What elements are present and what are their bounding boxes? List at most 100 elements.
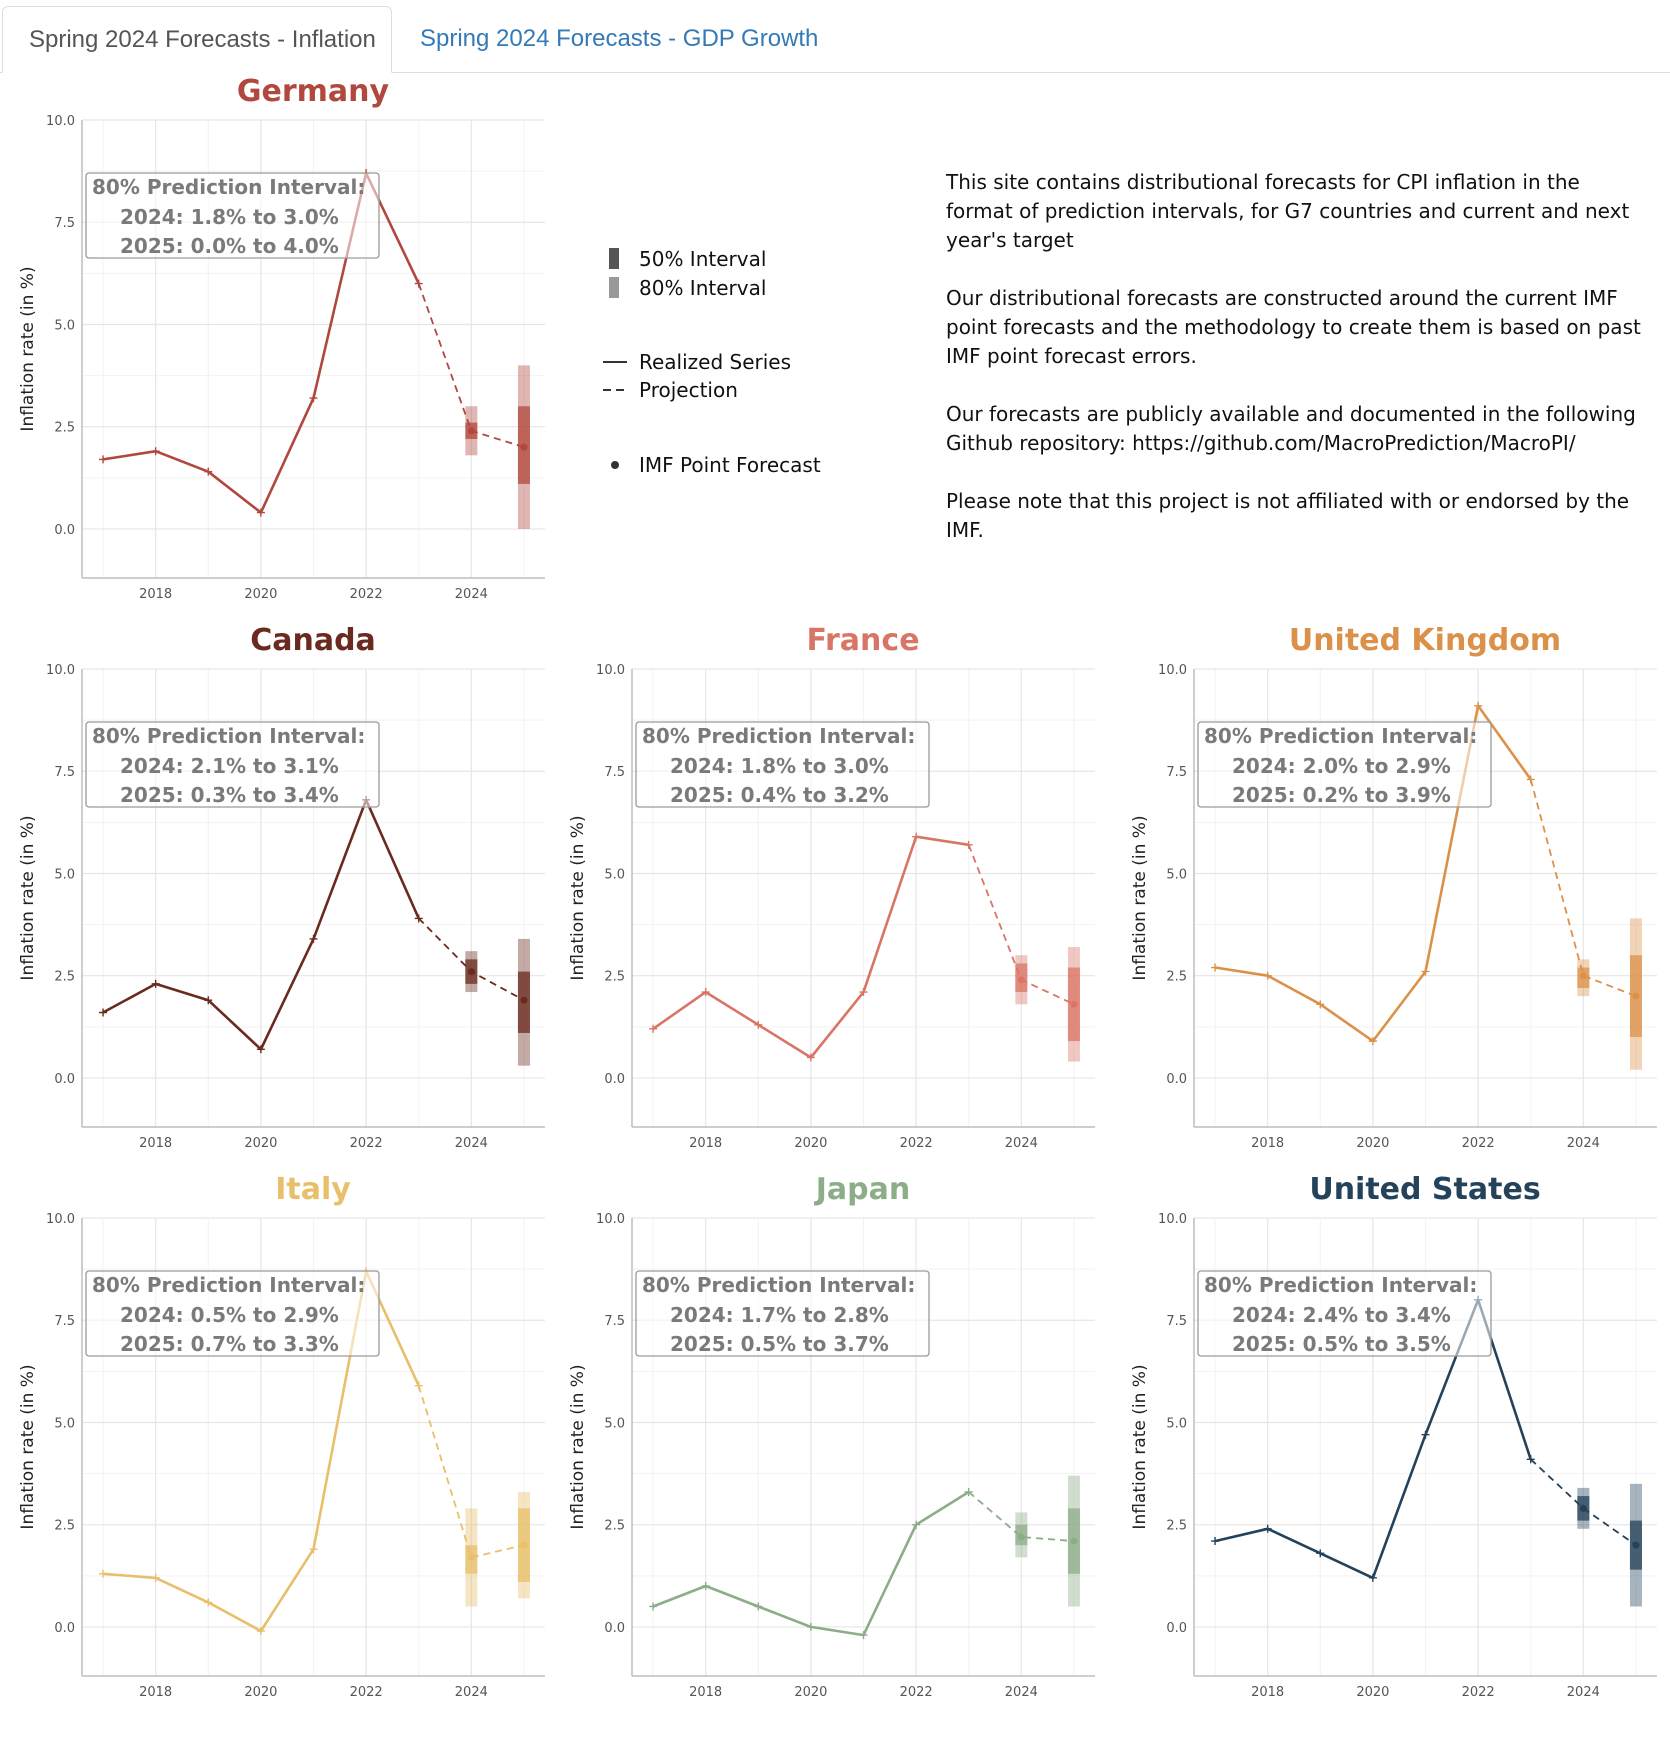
y-tick-label: 2.5 [54, 421, 75, 436]
x-tick-label: 2020 [244, 1685, 277, 1700]
realized-point [964, 1487, 973, 1496]
x-tick-label: 2022 [1462, 1685, 1495, 1700]
x-tick-label: 2018 [1251, 1685, 1284, 1700]
y-tick-label: 10.0 [46, 663, 75, 678]
x-tick-label: 2018 [1251, 1136, 1284, 1151]
x-tick-label: 2024 [455, 587, 488, 602]
chart-title: United Kingdom [1289, 623, 1561, 658]
x-tick-label: 2018 [689, 1136, 722, 1151]
realized-point [806, 1053, 815, 1062]
y-tick-label: 7.5 [1166, 1314, 1187, 1329]
realized-point [649, 1602, 658, 1611]
y-tick-label: 5.0 [1166, 1416, 1187, 1431]
realized-point [859, 988, 868, 997]
prediction-interval-line: 2024: 2.1% to 3.1% [120, 754, 339, 778]
chart-title: Japan [814, 1172, 910, 1207]
prediction-interval-line: 2025: 0.2% to 3.9% [1232, 783, 1451, 807]
info-panel: This site contains distributional foreca… [946, 168, 1646, 574]
x-tick-label: 2018 [139, 1685, 172, 1700]
x-tick-label: 2024 [1005, 1685, 1038, 1700]
chart-united-kingdom: United Kingdom 0.0 2.5 5.0 7.5 10.0 2018 2020 20… [1130, 623, 1657, 1151]
tab-inflation[interactable]: Spring 2024 Forecasts - Inflation [2, 6, 392, 73]
legend-swatch-50 [609, 248, 619, 269]
y-tick-label: 2.5 [1166, 1519, 1187, 1534]
x-tick-label: 2022 [350, 1685, 383, 1700]
y-tick-label: 10.0 [1158, 1212, 1187, 1227]
prediction-interval-box [635, 1270, 930, 1357]
y-tick-label: 7.5 [54, 1314, 75, 1329]
realized-point [1316, 1549, 1325, 1558]
prediction-interval-line: 2024: 2.0% to 2.9% [1232, 754, 1451, 778]
realized-point [859, 1631, 868, 1640]
y-tick-label: 7.5 [604, 765, 625, 780]
y-tick-label: 0.0 [1166, 1072, 1187, 1087]
realized-point [151, 1573, 160, 1582]
x-tick-label: 2024 [1005, 1136, 1038, 1151]
y-tick-label: 5.0 [1166, 867, 1187, 882]
y-tick-label: 0.0 [54, 1621, 75, 1636]
imf-point-forecast [520, 996, 528, 1004]
prediction-interval-title: 80% Prediction Interval: [92, 175, 365, 199]
y-tick-label: 2.5 [54, 970, 75, 985]
imf-point-forecast [467, 1553, 475, 1561]
info-paragraph-2: Our distributional forecasts are constru… [946, 286, 1641, 368]
realized-point [1368, 1573, 1377, 1582]
legend-label-projection: Projection [639, 378, 738, 402]
realized-point [912, 1520, 921, 1529]
realized-point [256, 1627, 265, 1636]
imf-point-forecast [1070, 1537, 1078, 1545]
realized-point [701, 988, 710, 997]
y-axis-label: Inflation rate (in %) [568, 1364, 588, 1529]
prediction-interval-box [85, 721, 380, 808]
y-tick-label: 7.5 [604, 1314, 625, 1329]
legend-label-point: IMF Point Forecast [639, 453, 821, 477]
imf-point-forecast [520, 1541, 528, 1549]
prediction-interval-box [85, 1270, 380, 1357]
realized-point [1526, 1455, 1535, 1464]
realized-point [1263, 1524, 1272, 1533]
realized-point [414, 279, 423, 288]
realized-point [1263, 971, 1272, 980]
imf-point-forecast [1632, 992, 1640, 1000]
realized-point [414, 1381, 423, 1390]
realized-point [806, 1622, 815, 1631]
legend-label-realized: Realized Series [639, 350, 791, 374]
x-tick-label: 2020 [244, 587, 277, 602]
imf-point-forecast [1579, 1504, 1587, 1512]
x-tick-label: 2020 [794, 1136, 827, 1151]
y-tick-label: 0.0 [604, 1072, 625, 1087]
legend-label-80: 80% Interval [639, 276, 766, 300]
y-tick-label: 7.5 [1166, 765, 1187, 780]
y-tick-label: 2.5 [604, 1519, 625, 1534]
x-tick-label: 2020 [794, 1685, 827, 1700]
y-tick-label: 0.0 [54, 523, 75, 538]
x-tick-label: 2024 [455, 1136, 488, 1151]
realized-point [1474, 701, 1483, 710]
prediction-interval-title: 80% Prediction Interval: [92, 1273, 365, 1297]
prediction-interval-line: 2024: 2.4% to 3.4% [1232, 1303, 1451, 1327]
tab-gdp-growth[interactable]: Spring 2024 Forecasts - GDP Growth [420, 25, 819, 52]
tab-bar: Spring 2024 Forecasts - Inflation Spring… [0, 0, 1670, 74]
realized-point [754, 1602, 763, 1611]
imf-point-forecast [1579, 972, 1587, 980]
x-tick-label: 2022 [350, 587, 383, 602]
x-tick-label: 2020 [244, 1136, 277, 1151]
prediction-interval-box [635, 721, 930, 808]
realized-point [1368, 1037, 1377, 1046]
prediction-interval-line: 2024: 1.8% to 3.0% [670, 754, 889, 778]
chart-canada: Canada 0.0 2.5 5.0 7.5 10.0 2018 2020 2022 2024 In… [18, 623, 545, 1151]
realized-point [1421, 1430, 1430, 1439]
prediction-interval-title: 80% Prediction Interval: [642, 724, 915, 748]
x-tick-label: 2024 [1567, 1136, 1600, 1151]
prediction-interval-box [1197, 1270, 1492, 1357]
projection-line [1530, 1458, 1637, 1546]
x-tick-label: 2024 [1567, 1685, 1600, 1700]
x-tick-label: 2020 [1356, 1685, 1389, 1700]
realized-point [204, 1598, 213, 1607]
chart-title: Italy [275, 1172, 351, 1207]
realized-point [1211, 963, 1220, 972]
y-tick-label: 0.0 [1166, 1621, 1187, 1636]
chart-italy: Italy 0.0 2.5 5.0 7.5 10.0 2018 2020 2022 2024 Inf… [18, 1172, 545, 1700]
prediction-interval-line: 2025: 0.3% to 3.4% [120, 783, 339, 807]
